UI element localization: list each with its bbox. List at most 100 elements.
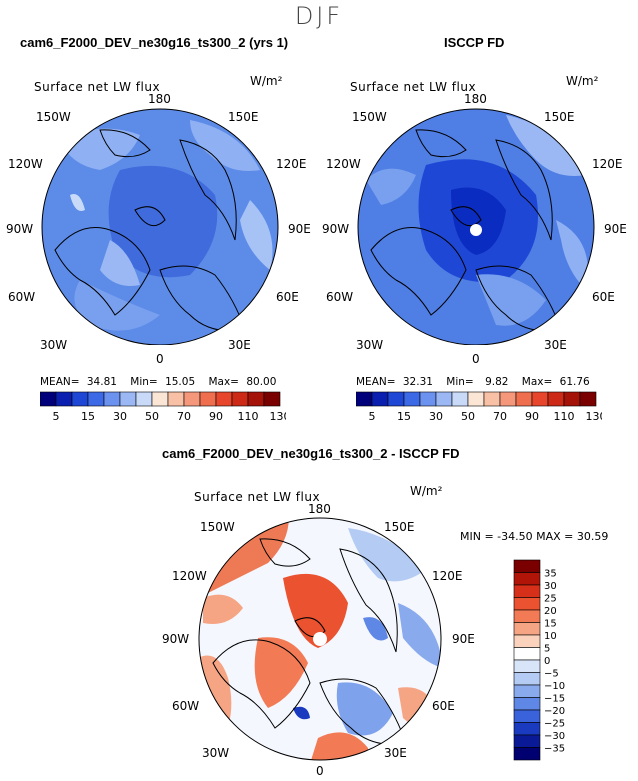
colorbar-swatch — [483, 391, 501, 407]
colorbar-swatch — [547, 391, 565, 407]
colorbar-tick-label: 15 — [544, 619, 557, 630]
colorbar-swatch — [215, 391, 233, 407]
max-label: Max= — [208, 376, 239, 388]
colorbar-swatch — [167, 391, 185, 407]
colorbar-tick-label: 30 — [544, 581, 557, 592]
lon-label-150w: 150W — [200, 520, 235, 534]
lon-label-120e: 120E — [432, 569, 463, 583]
colorbar-swatch — [513, 697, 541, 711]
colorbar-tick-label: 50 — [461, 410, 475, 423]
colorbar-swatch — [151, 391, 169, 407]
lon-label-30e: 30E — [384, 746, 407, 760]
lon-label-60e: 60E — [592, 290, 615, 304]
lon-label-90w: 90W — [322, 222, 350, 236]
colorbar-swatch — [513, 647, 541, 661]
colorbar-swatch — [513, 722, 541, 736]
diff-panel-title: cam6_F2000_DEV_ne30g16_ts300_2 - ISCCP F… — [162, 446, 460, 461]
colorbar-tick-label: −15 — [544, 694, 565, 705]
colorbar-tick-label: 15 — [397, 410, 411, 423]
lon-label-60w: 60W — [326, 290, 354, 304]
lon-label-60w: 60W — [172, 699, 200, 713]
season-title: DJF — [294, 2, 344, 30]
lon-label-120e: 120E — [276, 157, 307, 171]
lon-label-30e: 30E — [544, 338, 567, 352]
colorbar-swatch — [135, 391, 153, 407]
warm-patch — [254, 637, 308, 708]
colorbar-tick-label: −35 — [544, 744, 565, 755]
lon-label-180: 180 — [464, 92, 487, 106]
right-colorbar: 5 15 30 50 70 90 110 130 — [356, 391, 602, 423]
colorbar-tick-label: −20 — [544, 706, 565, 717]
colorbar-swatch — [403, 391, 421, 407]
colorbar-tick-label: 10 — [544, 631, 557, 642]
colorbar-tick-label: 90 — [525, 410, 539, 423]
lon-label-90e: 90E — [452, 632, 475, 646]
colorbar-swatch — [513, 634, 541, 648]
lon-label-120e: 120E — [592, 157, 623, 171]
colorbar-swatch — [531, 391, 549, 407]
colorbar-tick-label: 70 — [493, 410, 507, 423]
lon-label-90w: 90W — [162, 632, 190, 646]
colorbar-tick-label: 0 — [544, 656, 550, 667]
colorbar-tick-label: 110 — [238, 410, 259, 423]
colorbar-swatch — [499, 391, 517, 407]
field-patch — [100, 240, 140, 286]
lon-label-60e: 60E — [276, 290, 299, 304]
colorbar-tick-label: 90 — [209, 410, 223, 423]
lon-label-180: 180 — [148, 92, 171, 106]
diff-units-label: W/m² — [410, 484, 443, 498]
lon-label-150e: 150E — [228, 110, 259, 124]
lon-label-180: 180 — [308, 502, 331, 516]
field-patch — [476, 274, 546, 326]
arctic-core — [451, 187, 506, 255]
warm-patch — [308, 732, 368, 760]
colorbar-swatch — [513, 572, 541, 586]
colorbar-swatch — [231, 391, 249, 407]
left-panel-title: cam6_F2000_DEV_ne30g16_ts300_2 (yrs 1) — [20, 35, 289, 50]
colorbar-tick-label: −10 — [544, 681, 565, 692]
pole-hole — [470, 224, 482, 236]
field-patch — [240, 200, 273, 270]
colorbar-swatch — [563, 391, 581, 407]
cool-patch — [348, 528, 428, 582]
colorbar-swatch — [55, 391, 73, 407]
colorbar-swatch — [467, 391, 485, 407]
colorbar-swatch — [435, 391, 453, 407]
colorbar-swatch — [356, 391, 373, 407]
colorbar-tick-label: 130 — [270, 410, 287, 423]
lon-label-90e: 90E — [288, 222, 311, 236]
colorbar-swatch — [103, 391, 121, 407]
colorbar-swatch — [119, 391, 137, 407]
colorbar-swatch — [263, 391, 281, 407]
lon-label-30w: 30W — [202, 746, 230, 760]
warm-patch — [203, 594, 243, 624]
colorbar-swatch — [513, 609, 541, 623]
field-patch — [556, 220, 588, 290]
lon-label-30e: 30E — [228, 338, 251, 352]
lon-label-120w: 120W — [8, 157, 43, 171]
colorbar-swatch — [513, 709, 541, 723]
colorbar-tick-label: 70 — [177, 410, 191, 423]
colorbar-tick-label: 30 — [113, 410, 127, 423]
max-value: 80.00 — [246, 376, 277, 388]
field-patch — [366, 168, 416, 205]
colorbar-swatch — [513, 584, 541, 598]
colorbar-tick-label: 30 — [429, 410, 443, 423]
max-value: 61.76 — [559, 376, 590, 388]
colorbar-swatch — [71, 391, 89, 407]
left-units-label: W/m² — [250, 74, 283, 88]
lon-label-120w: 120W — [172, 569, 207, 583]
right-stats: MEAN= 32.31 Min= 9.82 Max= 61.76 — [356, 376, 590, 388]
mean-value: 34.81 — [86, 376, 117, 388]
colorbar-tick-label: 110 — [554, 410, 575, 423]
right-polar-map — [357, 108, 595, 345]
cool-patch — [336, 682, 393, 736]
lon-label-0: 0 — [156, 352, 164, 366]
mean-label: MEAN= — [40, 376, 80, 388]
map-border — [198, 517, 442, 761]
lon-label-150e: 150E — [544, 110, 575, 124]
colorbar-tick-label: −5 — [544, 669, 559, 680]
colorbar-tick-label: 5 — [544, 644, 550, 655]
colorbar-swatch — [451, 391, 469, 407]
